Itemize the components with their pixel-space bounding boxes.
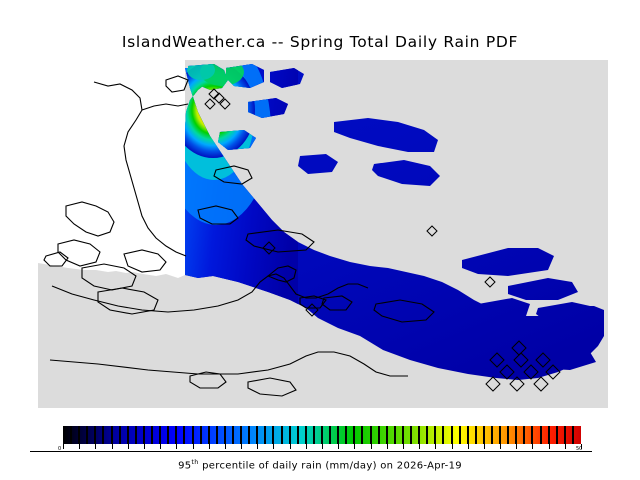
caption-ordinal-suffix: th [191, 458, 199, 466]
rainfall-data-layer [185, 64, 604, 380]
station-marker [204, 88, 561, 392]
map-panel[interactable] [38, 60, 608, 408]
colorbar-segment-dividers [63, 426, 581, 444]
coastline-outlines [43, 75, 435, 397]
colorbar-tick-marks [63, 444, 582, 449]
caption-text: percentile of daily rain (mm/day) on 202… [198, 460, 462, 472]
ocean-outside-domain [38, 60, 185, 278]
colorbar-min-label: 0 [58, 446, 62, 452]
colorbar-max-label: 50 [576, 446, 583, 452]
colorbar-caption: 95th percentile of daily rain (mm/day) o… [0, 458, 640, 471]
station-markers[interactable] [38, 60, 608, 408]
colorbar[interactable] [63, 426, 581, 444]
page-title: IslandWeather.ca -- Spring Total Daily R… [121, 33, 519, 51]
caption-percentile-number: 95 [178, 460, 192, 472]
colorbar-baseline [30, 451, 592, 452]
